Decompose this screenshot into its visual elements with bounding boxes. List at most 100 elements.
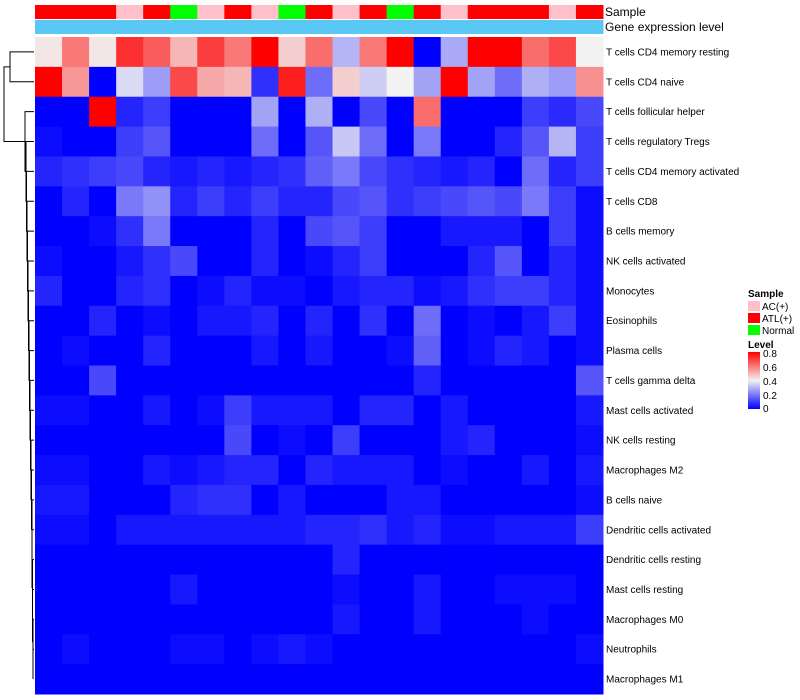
heatmap-cell bbox=[386, 484, 415, 516]
heatmap-cell bbox=[521, 544, 550, 576]
heatmap-cell bbox=[359, 634, 388, 665]
heatmap-cell bbox=[197, 395, 225, 426]
heatmap-cell bbox=[224, 216, 252, 247]
heatmap-cell bbox=[359, 574, 388, 605]
heatmap-cell bbox=[575, 514, 604, 546]
heatmap-cell bbox=[251, 574, 279, 605]
heatmap-cell bbox=[278, 186, 306, 217]
heatmap-cell bbox=[197, 484, 225, 516]
heatmap-cell bbox=[143, 455, 171, 486]
heatmap-cell bbox=[467, 305, 496, 337]
heatmap-cell bbox=[548, 246, 577, 277]
heatmap-cell bbox=[332, 425, 361, 456]
heatmap-cell bbox=[332, 305, 361, 337]
heatmap-cell bbox=[143, 365, 171, 396]
heatmap-cell bbox=[143, 275, 171, 307]
heatmap-cell bbox=[413, 156, 442, 187]
legend-swatch-normal bbox=[748, 325, 760, 335]
heatmap-cell bbox=[359, 604, 388, 635]
heatmap-cell bbox=[251, 275, 279, 307]
heatmap-cell bbox=[35, 484, 63, 516]
heatmap-cell bbox=[197, 156, 225, 187]
heatmap-cell bbox=[251, 634, 279, 665]
heatmap-cell bbox=[278, 455, 306, 486]
heatmap-cell bbox=[197, 574, 225, 605]
heatmap-cell bbox=[521, 664, 550, 695]
heatmap-cell bbox=[494, 544, 523, 576]
heatmap-cell bbox=[575, 484, 604, 516]
heatmap-cell bbox=[170, 574, 198, 605]
heatmap-cell bbox=[305, 455, 334, 486]
heatmap-cell bbox=[413, 425, 442, 456]
heatmap-cell bbox=[305, 664, 334, 695]
heatmap-cell bbox=[62, 484, 90, 516]
expression-annotation-cell bbox=[575, 20, 604, 34]
heatmap-cell bbox=[575, 126, 604, 157]
row-label: T cells CD4 naive bbox=[606, 77, 685, 88]
heatmap-cell bbox=[197, 335, 225, 366]
row-label: Monocytes bbox=[606, 286, 654, 297]
heatmap-cell bbox=[467, 66, 496, 98]
expression-track-label: Gene expression level bbox=[605, 20, 724, 34]
heatmap-cell bbox=[413, 275, 442, 307]
dendrogram-branch bbox=[32, 559, 34, 616]
heatmap-cell bbox=[170, 455, 198, 486]
heatmap-cell bbox=[224, 156, 252, 187]
heatmap-cell bbox=[116, 395, 144, 426]
heatmap-cell bbox=[35, 305, 63, 337]
heatmap-cell bbox=[521, 126, 550, 157]
heatmap-cell bbox=[197, 664, 225, 695]
heatmap-cell bbox=[62, 425, 90, 456]
heatmap-cell bbox=[548, 365, 577, 396]
heatmap-cell bbox=[197, 544, 225, 576]
heatmap-cell bbox=[467, 544, 496, 576]
heatmap-cell bbox=[143, 126, 171, 157]
heatmap-cell bbox=[386, 455, 415, 486]
heatmap-cell bbox=[386, 335, 415, 366]
heatmap-cell bbox=[62, 604, 90, 635]
heatmap-cell bbox=[35, 126, 63, 157]
heatmap-cell bbox=[521, 425, 550, 456]
expression-annotation-cell bbox=[332, 20, 361, 34]
row-label: Macrophages M0 bbox=[606, 615, 684, 626]
heatmap-cell bbox=[197, 634, 225, 665]
heatmap-cell bbox=[332, 365, 361, 396]
heatmap-cell bbox=[332, 335, 361, 366]
heatmap-cell bbox=[278, 544, 306, 576]
heatmap-cell bbox=[386, 664, 415, 695]
heatmap-cell bbox=[467, 156, 496, 187]
heatmap-cell bbox=[35, 37, 63, 68]
heatmap-cell bbox=[251, 484, 279, 516]
heatmap-cell bbox=[386, 156, 415, 187]
heatmap-cell bbox=[332, 246, 361, 277]
heatmap-cell bbox=[359, 156, 388, 187]
heatmap-cell bbox=[62, 664, 90, 695]
legend-label-ac: AC(+) bbox=[762, 302, 788, 313]
heatmap-cell bbox=[197, 246, 225, 277]
heatmap-cell bbox=[116, 664, 144, 695]
heatmap-cell bbox=[521, 514, 550, 546]
heatmap-cell bbox=[170, 514, 198, 546]
row-label: Dendritic cells activated bbox=[606, 525, 711, 536]
heatmap-cell bbox=[170, 664, 198, 695]
heatmap-cell bbox=[467, 365, 496, 396]
heatmap-cell bbox=[35, 186, 63, 217]
heatmap-cell bbox=[35, 66, 63, 98]
heatmap-cell bbox=[143, 425, 171, 456]
heatmap-cell bbox=[89, 246, 117, 277]
heatmap-cell bbox=[548, 455, 577, 486]
expression-annotation-cell bbox=[386, 20, 415, 34]
heatmap-cell bbox=[440, 275, 469, 307]
heatmap-cell bbox=[89, 37, 117, 68]
heatmap-cell bbox=[386, 126, 415, 157]
heatmap-cell bbox=[440, 156, 469, 187]
heatmap-cell bbox=[35, 335, 63, 366]
heatmap-cell bbox=[494, 275, 523, 307]
heatmap-cell bbox=[548, 484, 577, 516]
heatmap-cell bbox=[89, 126, 117, 157]
heatmap-cell bbox=[305, 126, 334, 157]
heatmap-cell bbox=[62, 66, 90, 98]
heatmap-cell bbox=[359, 455, 388, 486]
heatmap-cell bbox=[35, 96, 63, 128]
heatmap-cell bbox=[224, 246, 252, 277]
